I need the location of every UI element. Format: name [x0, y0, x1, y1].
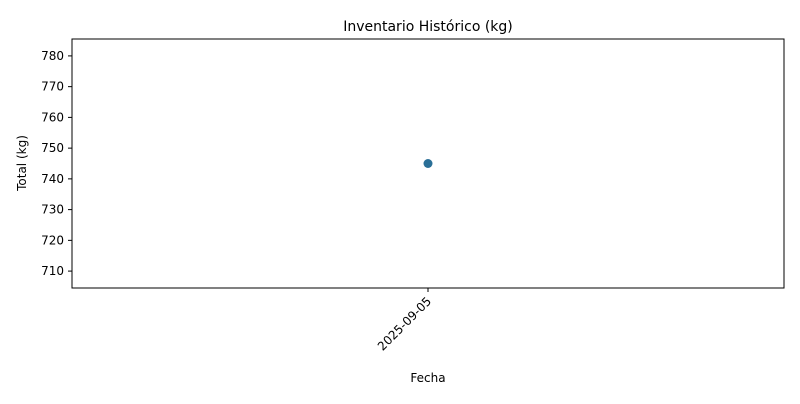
x-tick-label: 2025-09-05	[375, 294, 434, 353]
y-tick-label: 710	[41, 264, 64, 278]
y-tick-label: 750	[41, 141, 64, 155]
data-points	[423, 159, 433, 168]
y-axis-ticks: 710 720 730 740 750 760 770 780	[41, 49, 72, 278]
x-axis-ticks: 2025-09-05	[375, 288, 434, 353]
y-tick-label: 740	[41, 172, 64, 186]
y-tick-label: 780	[41, 49, 64, 63]
y-tick-label: 720	[41, 233, 64, 247]
y-tick-label: 770	[41, 80, 64, 94]
x-axis-label: Fecha	[410, 371, 445, 385]
data-point	[423, 159, 433, 168]
y-axis-label: Total (kg)	[15, 135, 29, 192]
y-tick-label: 730	[41, 203, 64, 217]
chart-title: Inventario Histórico (kg)	[343, 19, 513, 35]
y-tick-label: 760	[41, 110, 64, 124]
